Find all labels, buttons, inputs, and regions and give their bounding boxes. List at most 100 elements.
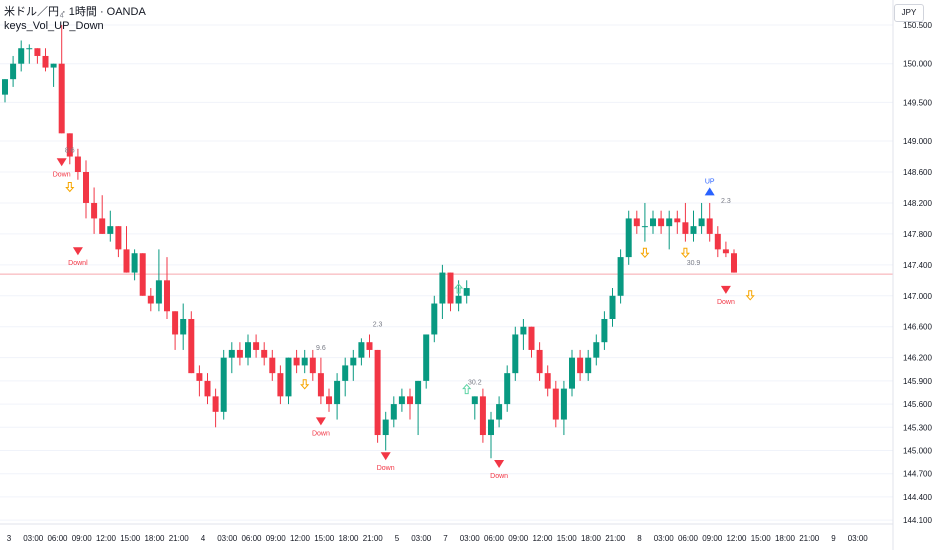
candle-body[interactable] (358, 342, 365, 358)
candle-body[interactable] (212, 396, 219, 412)
candle-body[interactable] (91, 202, 98, 219)
candle-body[interactable] (520, 326, 527, 335)
candle-body[interactable] (83, 172, 89, 203)
candle-body[interactable] (455, 295, 462, 304)
volume-value-label: 2.3 (373, 322, 383, 329)
candle-body[interactable] (204, 380, 211, 397)
candle-body[interactable] (50, 63, 57, 68)
x-tick-label: 18:00 (581, 534, 602, 543)
candle-body[interactable] (488, 419, 494, 436)
candle-body[interactable] (415, 380, 422, 405)
candle-body[interactable] (536, 349, 543, 374)
candle-body[interactable] (544, 373, 551, 389)
candle-body[interactable] (293, 357, 300, 366)
candle-body[interactable] (374, 349, 381, 436)
candle-body[interactable] (34, 48, 41, 56)
candle-body[interactable] (155, 280, 162, 304)
candle-body[interactable] (99, 218, 106, 234)
candle-body[interactable] (66, 133, 73, 157)
candle-body[interactable] (617, 257, 624, 296)
candle-body[interactable] (269, 357, 276, 374)
candle-body[interactable] (674, 218, 681, 223)
candle-body[interactable] (107, 226, 114, 234)
candle-body[interactable] (342, 365, 349, 381)
candle-body[interactable] (447, 272, 454, 304)
candle-body[interactable] (2, 79, 8, 95)
candle-body[interactable] (350, 357, 357, 366)
candle-body[interactable] (552, 388, 559, 420)
candle-body[interactable] (496, 404, 503, 420)
candle-body[interactable] (641, 226, 648, 228)
candle-body[interactable] (463, 288, 470, 296)
candle-body[interactable] (115, 226, 122, 250)
candle-body[interactable] (698, 218, 705, 227)
candle-body[interactable] (277, 373, 284, 397)
candle-body[interactable] (245, 342, 251, 358)
candle-body[interactable] (439, 272, 446, 304)
candle-body[interactable] (261, 349, 268, 358)
candle-body[interactable] (398, 396, 405, 405)
candle-body[interactable] (706, 218, 713, 234)
candle-body[interactable] (10, 63, 17, 80)
candle-body[interactable] (164, 280, 170, 312)
candle-body[interactable] (26, 48, 33, 50)
symbol-title[interactable]: 米ドル／円 · 1時間 · OANDA (4, 6, 146, 18)
candle-body[interactable] (431, 303, 438, 335)
candle-body[interactable] (131, 253, 138, 273)
candle-body[interactable] (690, 226, 697, 234)
candle-body[interactable] (74, 156, 81, 173)
candle-body[interactable] (650, 218, 656, 227)
indicator-name[interactable]: keys_Vol_UP_Down (4, 20, 104, 32)
candle-body[interactable] (407, 396, 413, 405)
candle-body[interactable] (301, 357, 308, 366)
candle-body[interactable] (585, 357, 592, 374)
candles (2, 25, 737, 459)
candle-body[interactable] (528, 326, 535, 350)
candle-body[interactable] (560, 388, 567, 420)
candle-body[interactable] (601, 318, 608, 343)
candle-body[interactable] (58, 63, 65, 134)
candle-body[interactable] (317, 373, 324, 397)
candle-body[interactable] (714, 233, 721, 250)
candle-body[interactable] (147, 295, 154, 304)
candle-body[interactable] (569, 357, 575, 389)
candle-body[interactable] (285, 357, 292, 397)
candle-body[interactable] (334, 380, 341, 405)
candle-body[interactable] (423, 334, 430, 381)
candle-body[interactable] (731, 253, 737, 273)
candle-body[interactable] (196, 373, 203, 381)
candle-body[interactable] (390, 404, 397, 420)
candle-body[interactable] (658, 218, 665, 227)
candle-body[interactable] (228, 349, 235, 358)
candle-body[interactable] (139, 253, 146, 296)
candle-body[interactable] (253, 342, 260, 350)
candle-body[interactable] (682, 222, 689, 234)
candle-body[interactable] (577, 357, 584, 374)
candle-body[interactable] (609, 295, 616, 319)
annotations: 4 8.6 Down Downl 9.6 Down 2.3 Down 30.2 Down 30.9 U… (53, 12, 755, 480)
candle-body[interactable] (123, 249, 130, 273)
candle-body[interactable] (504, 373, 511, 405)
candle-body[interactable] (512, 334, 519, 374)
candle-body[interactable] (220, 357, 227, 412)
candle-body[interactable] (172, 311, 179, 335)
candle-body[interactable] (42, 55, 49, 68)
candle-body[interactable] (593, 342, 600, 358)
candle-body[interactable] (722, 249, 729, 254)
candle-body[interactable] (666, 218, 673, 227)
currency-button[interactable]: JPY (894, 4, 924, 22)
candle-body[interactable] (633, 218, 640, 227)
candle-body[interactable] (18, 48, 25, 64)
candle-body[interactable] (625, 218, 632, 258)
candle-body[interactable] (180, 318, 187, 335)
candle-body[interactable] (309, 357, 316, 374)
candle-body[interactable] (471, 396, 478, 405)
candle-body[interactable] (236, 349, 243, 358)
candle-body[interactable] (188, 318, 195, 374)
candle-body[interactable] (382, 419, 389, 436)
candle-body[interactable] (326, 396, 332, 405)
candle-body[interactable] (366, 342, 373, 350)
candle-body[interactable] (479, 396, 486, 436)
